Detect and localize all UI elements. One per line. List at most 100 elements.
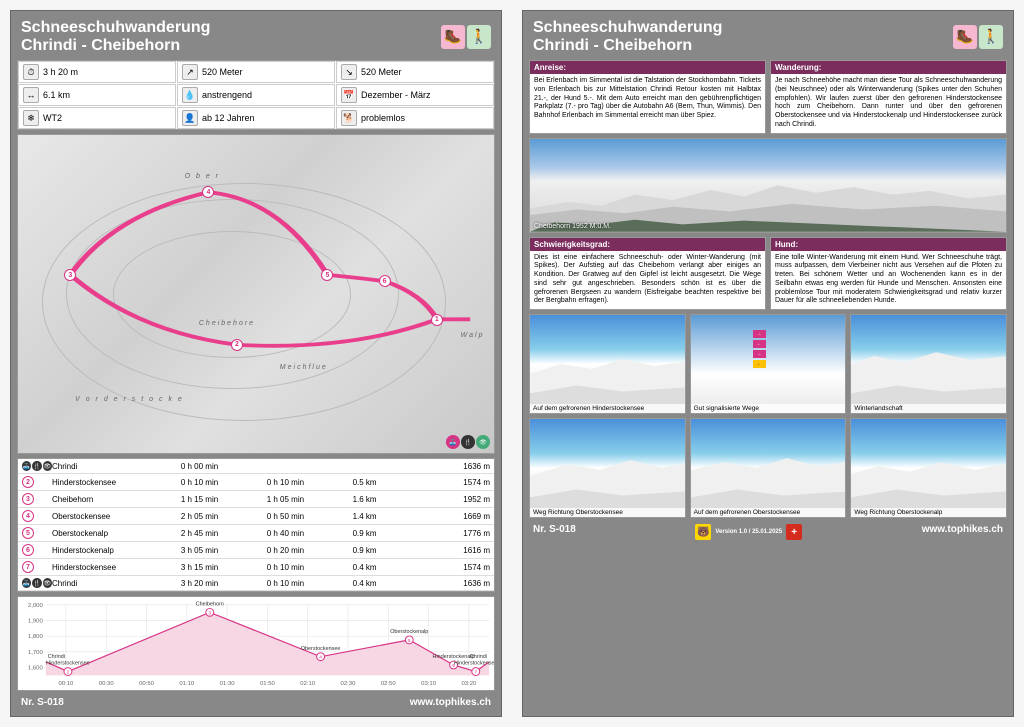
section-schwierigkeit: Schwierigkeitsgrad: Dies ist eine einfac… [529, 237, 766, 311]
waypoint-number: 5 [22, 527, 34, 539]
svg-text:02:30: 02:30 [341, 681, 357, 687]
waypoint-number: 4 [22, 510, 34, 522]
svg-text:01:10: 01:10 [179, 681, 195, 687]
section-anreise: Anreise: Bei Erlenbach im Simmental ist … [529, 60, 766, 134]
svg-text:02:10: 02:10 [300, 681, 316, 687]
stat-value: problemlos [361, 113, 405, 123]
stat-value: anstrengend [202, 90, 252, 100]
view-icon: 👁 [476, 435, 490, 449]
cell: 1776 m [421, 529, 490, 538]
photo-caption: Weg Richtung Oberstockensee [530, 508, 685, 517]
clock-icon: ⏱ [23, 64, 39, 80]
photo: Weg Richtung Oberstockensee [529, 418, 686, 518]
svg-text:00:50: 00:50 [139, 681, 155, 687]
cell: 1952 m [421, 495, 490, 504]
section-body: Dies ist eine einfachere Schneeschuh- od… [530, 251, 765, 310]
waypoint-number: 7 [22, 561, 34, 573]
footer-url: www.tophikes.ch [410, 697, 491, 708]
section-body: Bei Erlenbach im Simmental ist die Talst… [530, 74, 765, 124]
table-row: 2Hinderstockensee0 h 10 min0 h 10 min0.5… [18, 474, 494, 491]
table-row: 7Hinderstockensee3 h 15 min0 h 10 min0.4… [18, 559, 494, 576]
svg-text:Chrindi: Chrindi [48, 654, 65, 660]
calendar-icon: 📅 [341, 87, 357, 103]
svg-text:00:10: 00:10 [58, 681, 74, 687]
map-waypoint-marker: 5 [321, 269, 333, 281]
table-row: 4Oberstockensee2 h 05 min0 h 50 min1.4 k… [18, 508, 494, 525]
photo-caption: Auf dem gefrorenen Oberstockensee [691, 508, 846, 517]
distance-icon: ↔ [23, 87, 39, 103]
hiker-icon-2: 🚶 [467, 25, 491, 49]
photo: Winterlandschaft [850, 314, 1007, 414]
svg-text:01:30: 01:30 [220, 681, 236, 687]
cell: 1.4 km [353, 512, 422, 521]
waypoint-number: 2 [22, 476, 34, 488]
cell: 0 h 00 min [181, 462, 267, 471]
table-row: 5Oberstockenalp2 h 45 min0 h 40 min0.9 k… [18, 525, 494, 542]
route-path [18, 135, 494, 453]
svg-text:7: 7 [474, 670, 477, 676]
header-logo: 🥾 🚶 [441, 25, 491, 49]
table-row: 6Hinderstockenalp3 h 05 min0 h 20 min0.9… [18, 542, 494, 559]
cell: 0 h 20 min [267, 546, 353, 555]
svg-text:1,900: 1,900 [28, 618, 44, 624]
cell: 0.9 km [353, 546, 422, 555]
cell: 1636 m [421, 579, 490, 588]
svg-text:1,700: 1,700 [28, 650, 44, 656]
header: Schneeschuhwanderung Chrindi - Cheibehor… [529, 17, 1007, 56]
header: Schneeschuhwanderung Chrindi - Cheibehor… [17, 17, 495, 56]
svg-text:Hinderstockensee: Hinderstockensee [454, 661, 494, 667]
cell: 1616 m [421, 546, 490, 555]
doc-number: Nr. S-018 [533, 524, 576, 540]
svg-text:00:30: 00:30 [99, 681, 115, 687]
cell: 1636 m [421, 462, 490, 471]
svg-text:Hinderstockensee: Hinderstockensee [46, 661, 90, 667]
map-waypoint-marker: 6 [379, 275, 391, 287]
stat-value: 520 Meter [361, 67, 402, 77]
section-head: Hund: [771, 238, 1006, 251]
stat-duration: ⏱ 3 h 20 m [18, 61, 176, 83]
cell: 3 h 15 min [181, 563, 267, 572]
photo: →←→←Gut signalisierte Wege [690, 314, 847, 414]
svg-text:02:50: 02:50 [381, 681, 397, 687]
cell: Chrindi [52, 462, 181, 471]
waypoint-number: 6 [22, 544, 34, 556]
table-row: 🚠🍴👁Chrindi0 h 00 min1636 m [18, 459, 494, 474]
photo-caption: Auf dem gefrorenen Hinderstockensee [530, 404, 685, 413]
svg-text:1,800: 1,800 [28, 634, 44, 640]
dog-icon: 🐕 [341, 110, 357, 126]
person-icon: 👤 [182, 110, 198, 126]
photo-caption: Winterlandschaft [851, 404, 1006, 413]
stat-value: ab 12 Jahren [202, 113, 255, 123]
section-head: Schwierigkeitsgrad: [530, 238, 765, 251]
stat-dog: 🐕 problemlos [336, 107, 494, 129]
elevation-chart: 2,0001,9001,8001,7001,600 00:1000:3000:5… [17, 596, 495, 691]
cell: 3 h 20 min [181, 579, 267, 588]
bern-badge-icon: 🐻 [695, 524, 711, 540]
cell: 0.5 km [353, 478, 422, 487]
cell: Chrindi [52, 579, 181, 588]
section-wanderung: Wanderung: Je nach Schneehöhe macht man … [770, 60, 1007, 134]
restaurant-icon: 🍴 [461, 435, 475, 449]
stat-age: 👤 ab 12 Jahren [177, 107, 335, 129]
table-row: 🚠🍴👁Chrindi3 h 20 min0 h 10 min0.4 km1636… [18, 576, 494, 591]
svg-text:4: 4 [319, 655, 322, 661]
stat-value: 520 Meter [202, 67, 243, 77]
route-map: O b e r V o r d e r s t o c k e Walp Mei… [17, 134, 495, 454]
map-waypoint-marker: 2 [231, 339, 243, 351]
cell: 1669 m [421, 512, 490, 521]
cell: 0.4 km [353, 579, 422, 588]
amenity-icon: 🍴 [32, 461, 41, 471]
svg-text:2: 2 [67, 670, 70, 676]
cell: Hinderstockensee [52, 478, 181, 487]
cablecar-icon: 🚠 [446, 435, 460, 449]
ascent-icon: ↗ [182, 64, 198, 80]
stat-value: WT2 [43, 113, 62, 123]
amenity-icon: 🚠 [22, 578, 31, 588]
amenity-icon: 🍴 [32, 578, 41, 588]
hiker-icon: 🥾 [441, 25, 465, 49]
title-line1: Schneeschuhwanderung [533, 19, 953, 37]
map-waypoint-marker: 1 [431, 314, 443, 326]
title-line2: Chrindi - Cheibehorn [533, 37, 953, 55]
cell: 0 h 10 min [181, 478, 267, 487]
table-row: 3Cheibehorn1 h 15 min1 h 05 min1.6 km195… [18, 491, 494, 508]
